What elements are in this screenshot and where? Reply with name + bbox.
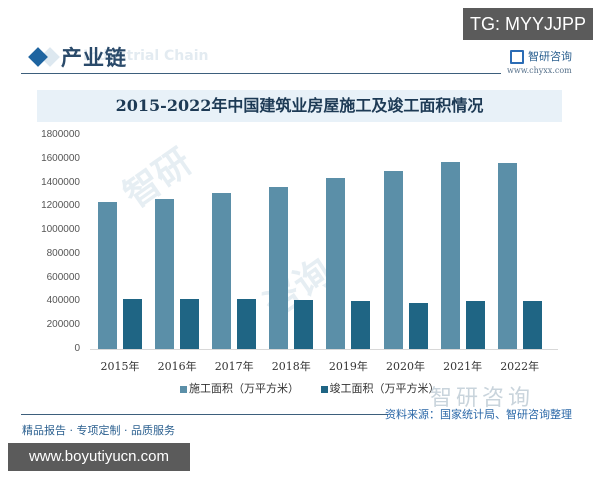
x-tick-label: 2021年 [443,360,483,373]
legend-swatch [320,385,328,393]
y-tick-label: 1200000 [41,200,80,212]
y-tick-label: 1800000 [41,129,80,140]
top-badge: TG: MYYJJPP [463,8,593,40]
x-tick-label: 2016年 [157,360,197,373]
x-tick-label: 2018年 [271,360,311,373]
x-tick-label: 2015年 [100,360,140,373]
x-axis-line [90,349,558,350]
y-tick-label: 1000000 [41,224,80,236]
y-tick-label: 800000 [46,247,80,259]
bar-construction-area [269,186,289,349]
bar-construction-area [98,201,117,349]
bar-construction-area [497,162,517,349]
chart-legend: 施工面积（万平方米） 竣工面积（万平方米） [180,380,458,396]
bottom-badge: www.boyutiyucn.com [8,443,190,471]
section-header: Industrial Chain 产业链 [21,40,581,74]
footer-divider [21,414,388,415]
header-divider [21,73,501,74]
bar-completed-area [180,298,200,349]
legend-item-construction: 施工面积（万平方米） [180,380,299,396]
bar-construction-area [212,193,232,349]
y-tick-label: 600000 [46,271,80,283]
y-tick-label: 0 [74,343,80,354]
y-tick-label: 200000 [46,319,80,331]
bar-completed-area [465,300,485,349]
logo-name: 智研咨询 [528,50,572,63]
bar-construction-area [155,198,175,349]
legend-item-completed: 竣工面积（万平方米） [320,380,440,396]
bar-completed-area [123,298,142,349]
bar-completed-area [294,299,314,349]
chart-title: 2015-2022年中国建筑业房屋施工及竣工面积情况 [115,96,484,115]
bar-construction-area [440,161,460,349]
brand-logo: 智研咨询 [510,48,572,64]
bar-construction-area [383,171,403,349]
x-tick-label: 2019年 [328,360,368,373]
x-tick-label: 2020年 [386,360,425,373]
brand-watermark: 智研咨询 [430,386,535,411]
bar-completed-area [351,301,371,349]
y-tick-label: 1400000 [41,176,80,188]
brand-url: www.chyxx.com [507,66,572,75]
x-tick-label: 2017年 [214,360,254,373]
chart-title-bar: 2015-2022年中国建筑业房屋施工及竣工面积情况 [37,90,562,122]
section-title: 产业链 [61,45,127,70]
data-source: 资料来源：国家统计局、智研咨询整理 [385,408,572,421]
bar-completed-area [237,299,257,349]
bar-completed-area [408,303,428,349]
y-tick-label: 400000 [46,295,80,307]
footer-slogan: 精品报告 · 专项定制 · 品质服务 [22,424,175,437]
x-tick-label: 2022年 [500,360,540,373]
logo-icon [510,50,524,64]
header-subtitle-watermark: Industrial Chain [83,48,209,64]
legend-swatch [180,385,187,393]
y-tick-label: 1600000 [41,152,80,164]
bar-completed-area [522,301,542,349]
bar-construction-area [326,177,346,349]
